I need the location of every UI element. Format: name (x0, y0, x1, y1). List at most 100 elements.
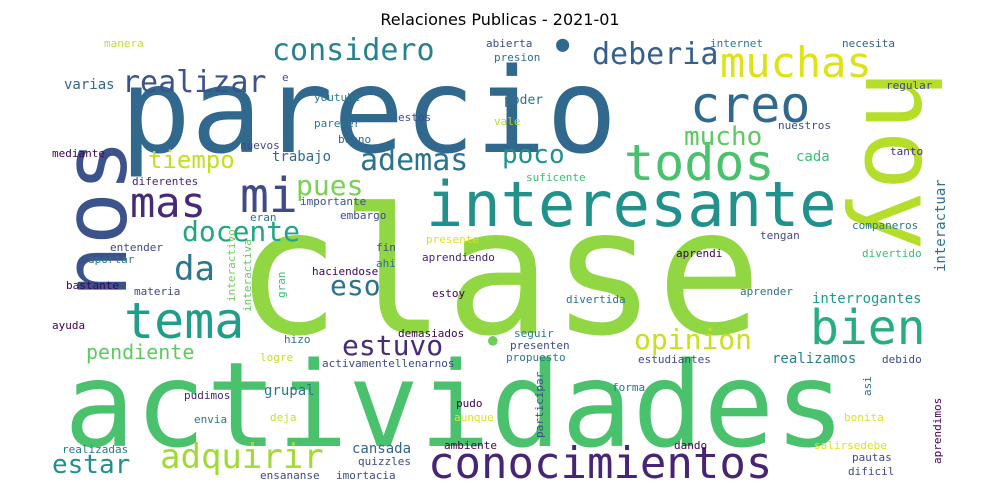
word-presente: presente (426, 233, 479, 246)
word-bueno: bueno (338, 133, 372, 146)
word-haciendose: haciendose (312, 265, 379, 278)
word-estuvo: estuvo (342, 329, 444, 362)
word-conocimientos: conocimientos (428, 438, 773, 486)
word-interrogantes: interrogantes (812, 291, 922, 307)
word-tema: tema (124, 292, 245, 350)
word-aprender: aprender (740, 285, 793, 298)
word-propuesto: propuesto (506, 351, 566, 364)
word-companeros: companeros (852, 219, 919, 232)
word-actividades: actividades (64, 336, 846, 474)
word-da: da (174, 249, 215, 289)
word-envia: envia (194, 413, 228, 426)
word-bien: bien (810, 300, 926, 356)
word-youtube: youtube (314, 91, 361, 104)
word-muchas: muchas (720, 38, 872, 87)
word-estar: estar (52, 450, 131, 480)
word-clase: clase (235, 172, 762, 375)
word-poder: poder (504, 93, 544, 108)
word-mas: mas (130, 178, 206, 227)
word-varias: varias (64, 77, 115, 93)
word-poco: poco (502, 140, 565, 170)
word-hizo: hizo (284, 333, 311, 346)
word-nuestros: nuestros (778, 119, 831, 132)
word-nos: nos (50, 139, 147, 298)
word-activamentellenarnos: activamentellenarnos (322, 357, 455, 370)
word-ensananse: ensananse (260, 469, 320, 482)
word-deberia: deberia (592, 37, 719, 72)
word-divertido: divertido (862, 247, 922, 260)
word-ahi: ahi (376, 257, 396, 270)
word-trabajo: trabajo (272, 149, 332, 165)
word-eso: eso (330, 269, 381, 302)
word-aunque: aunque (454, 411, 494, 424)
word-diferentes: diferentes (132, 175, 199, 188)
word-considero: considero (272, 36, 435, 68)
word-manera: manera (104, 37, 144, 50)
word-asi: asi (861, 376, 874, 396)
word-presenten: presenten (510, 339, 570, 352)
word-pautas: pautas (852, 451, 892, 464)
word-abierta: abierta (486, 37, 533, 50)
word-presion: presion (494, 51, 541, 64)
word-embargo: embargo (340, 209, 387, 222)
word-debido: debido (882, 353, 922, 366)
word-todos: todos (624, 134, 775, 192)
word-mucho: mucho (684, 122, 763, 152)
word-bonita: bonita (844, 411, 884, 424)
word-internet: internet (710, 37, 763, 50)
word-suficente: suficente (526, 171, 586, 184)
word-divertida: divertida (566, 293, 626, 306)
word-participar: participar (533, 371, 546, 438)
word-parecer: parecer (314, 117, 361, 130)
word-pudimos: pudimos (184, 389, 231, 402)
word-bastante: bastante (66, 279, 119, 292)
word-interactiva: interactiva (241, 239, 254, 312)
word-realizar: realizar (122, 65, 267, 100)
word-entender: entender (110, 241, 163, 254)
word-necesita: necesita (842, 37, 895, 50)
word-realizadas: realizadas (62, 443, 129, 456)
word-tengan: tengan (760, 229, 800, 242)
word-aprendimos: aprendimos (931, 397, 944, 464)
word-mediante: mediante (52, 147, 105, 160)
word-logre: logre (260, 351, 294, 364)
word-regular: regular (886, 79, 933, 92)
dot-mark: ● (556, 36, 570, 57)
word-adquirir: adquirir (160, 437, 324, 477)
word-tiempo: tiempo (148, 146, 235, 174)
word-deja: deja (270, 411, 297, 424)
word-gran: gran (275, 271, 288, 299)
word-quizzles: quizzles (358, 455, 411, 468)
word-salirsedebe: salirsedebe (814, 439, 887, 452)
word-vale: vale (494, 115, 521, 128)
word-nuevos: nuevos (240, 139, 280, 152)
word-imortacia: imortacia (336, 469, 396, 482)
word-cloud: parecio clase actividades hoy nos intere… (50, 36, 950, 486)
word-realizamos: realizamos (772, 351, 857, 367)
word-dando: dando (674, 439, 708, 452)
word-aportar: aportar (88, 253, 135, 266)
dot-mark: ● (488, 330, 498, 349)
word-opinion: opinion (634, 323, 753, 356)
word-e: e (282, 71, 289, 84)
word-ambiente: ambiente (444, 439, 497, 452)
word-ayuda: ayuda (52, 319, 86, 332)
word-interactivo: interactivo (225, 229, 238, 302)
word-pues: pues (296, 169, 364, 202)
word-creo: creo (690, 76, 811, 134)
word-forma: forma (612, 381, 646, 394)
word-estudiantes: estudiantes (638, 353, 711, 366)
word-mi: mi (240, 168, 298, 224)
word-aprendi: aprendi (676, 247, 723, 260)
word-grupal: grupal (264, 383, 315, 399)
word-aprendiendo: aprendiendo (422, 251, 495, 264)
word-importante: importante (300, 195, 367, 208)
word-fin: fin (376, 241, 396, 254)
word-demasiados: demasiados (398, 327, 465, 340)
word-estoy: estoy (432, 287, 466, 300)
word-pendiente: pendiente (86, 340, 195, 364)
word-seguir: seguir (514, 327, 554, 340)
word-pudo: pudo (456, 397, 483, 410)
chart-title: Relaciones Publicas - 2021-01 (380, 10, 620, 29)
word-estos: estos (398, 111, 432, 124)
